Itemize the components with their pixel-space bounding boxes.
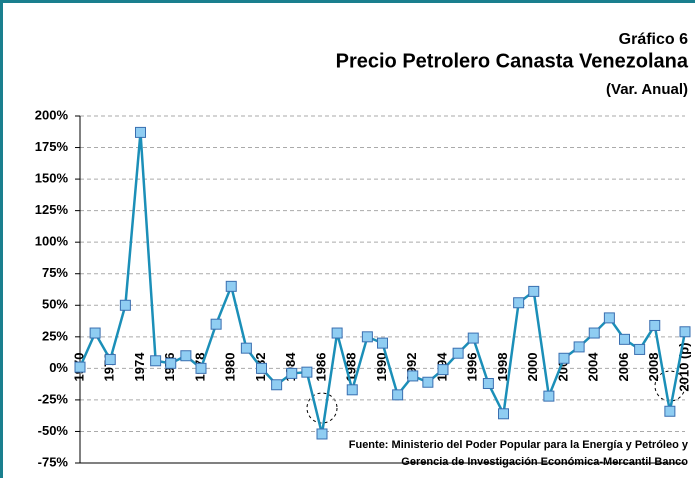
x-tick-label: 2006 [616, 353, 631, 382]
marker [180, 350, 192, 362]
marker [407, 370, 419, 382]
marker [649, 319, 661, 331]
marker [619, 333, 630, 345]
marker [74, 361, 86, 373]
y-tick-label: 175% [35, 139, 69, 154]
chart-subtitle: (Var. Anual) [606, 81, 688, 98]
marker [543, 390, 555, 402]
y-tick-label: -50% [38, 423, 69, 438]
marker [437, 364, 449, 376]
y-tick-label: -75% [38, 454, 69, 469]
x-tick-label: 1986 [313, 353, 328, 382]
x-tick-label: 1996 [465, 353, 480, 382]
x-tick-label: 1990 [374, 353, 389, 382]
source-line: Gerencia de Investigación Económica-Merc… [401, 456, 688, 468]
marker [528, 285, 540, 297]
marker [603, 312, 615, 324]
marker [256, 362, 267, 374]
marker [558, 352, 570, 364]
chart-title: Precio Petrolero Canasta Venezolana [336, 50, 689, 72]
marker [498, 408, 509, 420]
marker [346, 384, 358, 396]
y-tick-label: 100% [35, 234, 69, 249]
marker [392, 389, 404, 401]
chart-label: Gráfico 6 [619, 31, 688, 48]
marker [119, 299, 131, 311]
x-tick-label: 2008 [646, 353, 661, 382]
y-tick-label: 150% [35, 171, 69, 186]
marker [664, 405, 676, 417]
marker [513, 297, 525, 309]
marker [89, 327, 101, 339]
y-tick-label: 200% [35, 107, 69, 122]
marker [301, 366, 313, 378]
marker [634, 343, 646, 355]
x-tick-label: 1998 [495, 353, 510, 382]
y-tick-label: -25% [38, 391, 69, 406]
y-tick-label: 0% [49, 360, 68, 375]
marker [195, 362, 207, 374]
marker [271, 379, 283, 391]
marker [588, 327, 600, 339]
marker [135, 126, 146, 138]
marker [422, 376, 434, 388]
marker [225, 280, 237, 292]
marker [104, 354, 116, 366]
y-tick-label: 75% [42, 265, 68, 280]
marker [361, 331, 373, 343]
marker [452, 347, 464, 359]
marker [240, 342, 252, 354]
marker [467, 332, 479, 344]
highlight-circle [306, 392, 338, 424]
marker [482, 378, 494, 390]
marker [165, 357, 177, 369]
x-tick-label: 2004 [586, 352, 601, 382]
marker [331, 327, 343, 339]
y-tick-label: 125% [35, 202, 69, 217]
x-tick-label: 1980 [223, 353, 238, 382]
marker [286, 367, 298, 379]
x-tick-label: 1974 [132, 352, 147, 382]
marker [316, 428, 328, 440]
marker [377, 337, 388, 349]
marker [679, 326, 691, 338]
marker [573, 341, 585, 353]
source-line: Fuente: Ministerio del Poder Popular par… [349, 439, 689, 451]
y-tick-label: 25% [42, 328, 68, 343]
marker [150, 355, 162, 367]
x-tick-label: 2000 [525, 353, 540, 382]
y-tick-label: 50% [42, 297, 68, 312]
marker [210, 318, 222, 330]
highlight-circle [654, 370, 686, 402]
